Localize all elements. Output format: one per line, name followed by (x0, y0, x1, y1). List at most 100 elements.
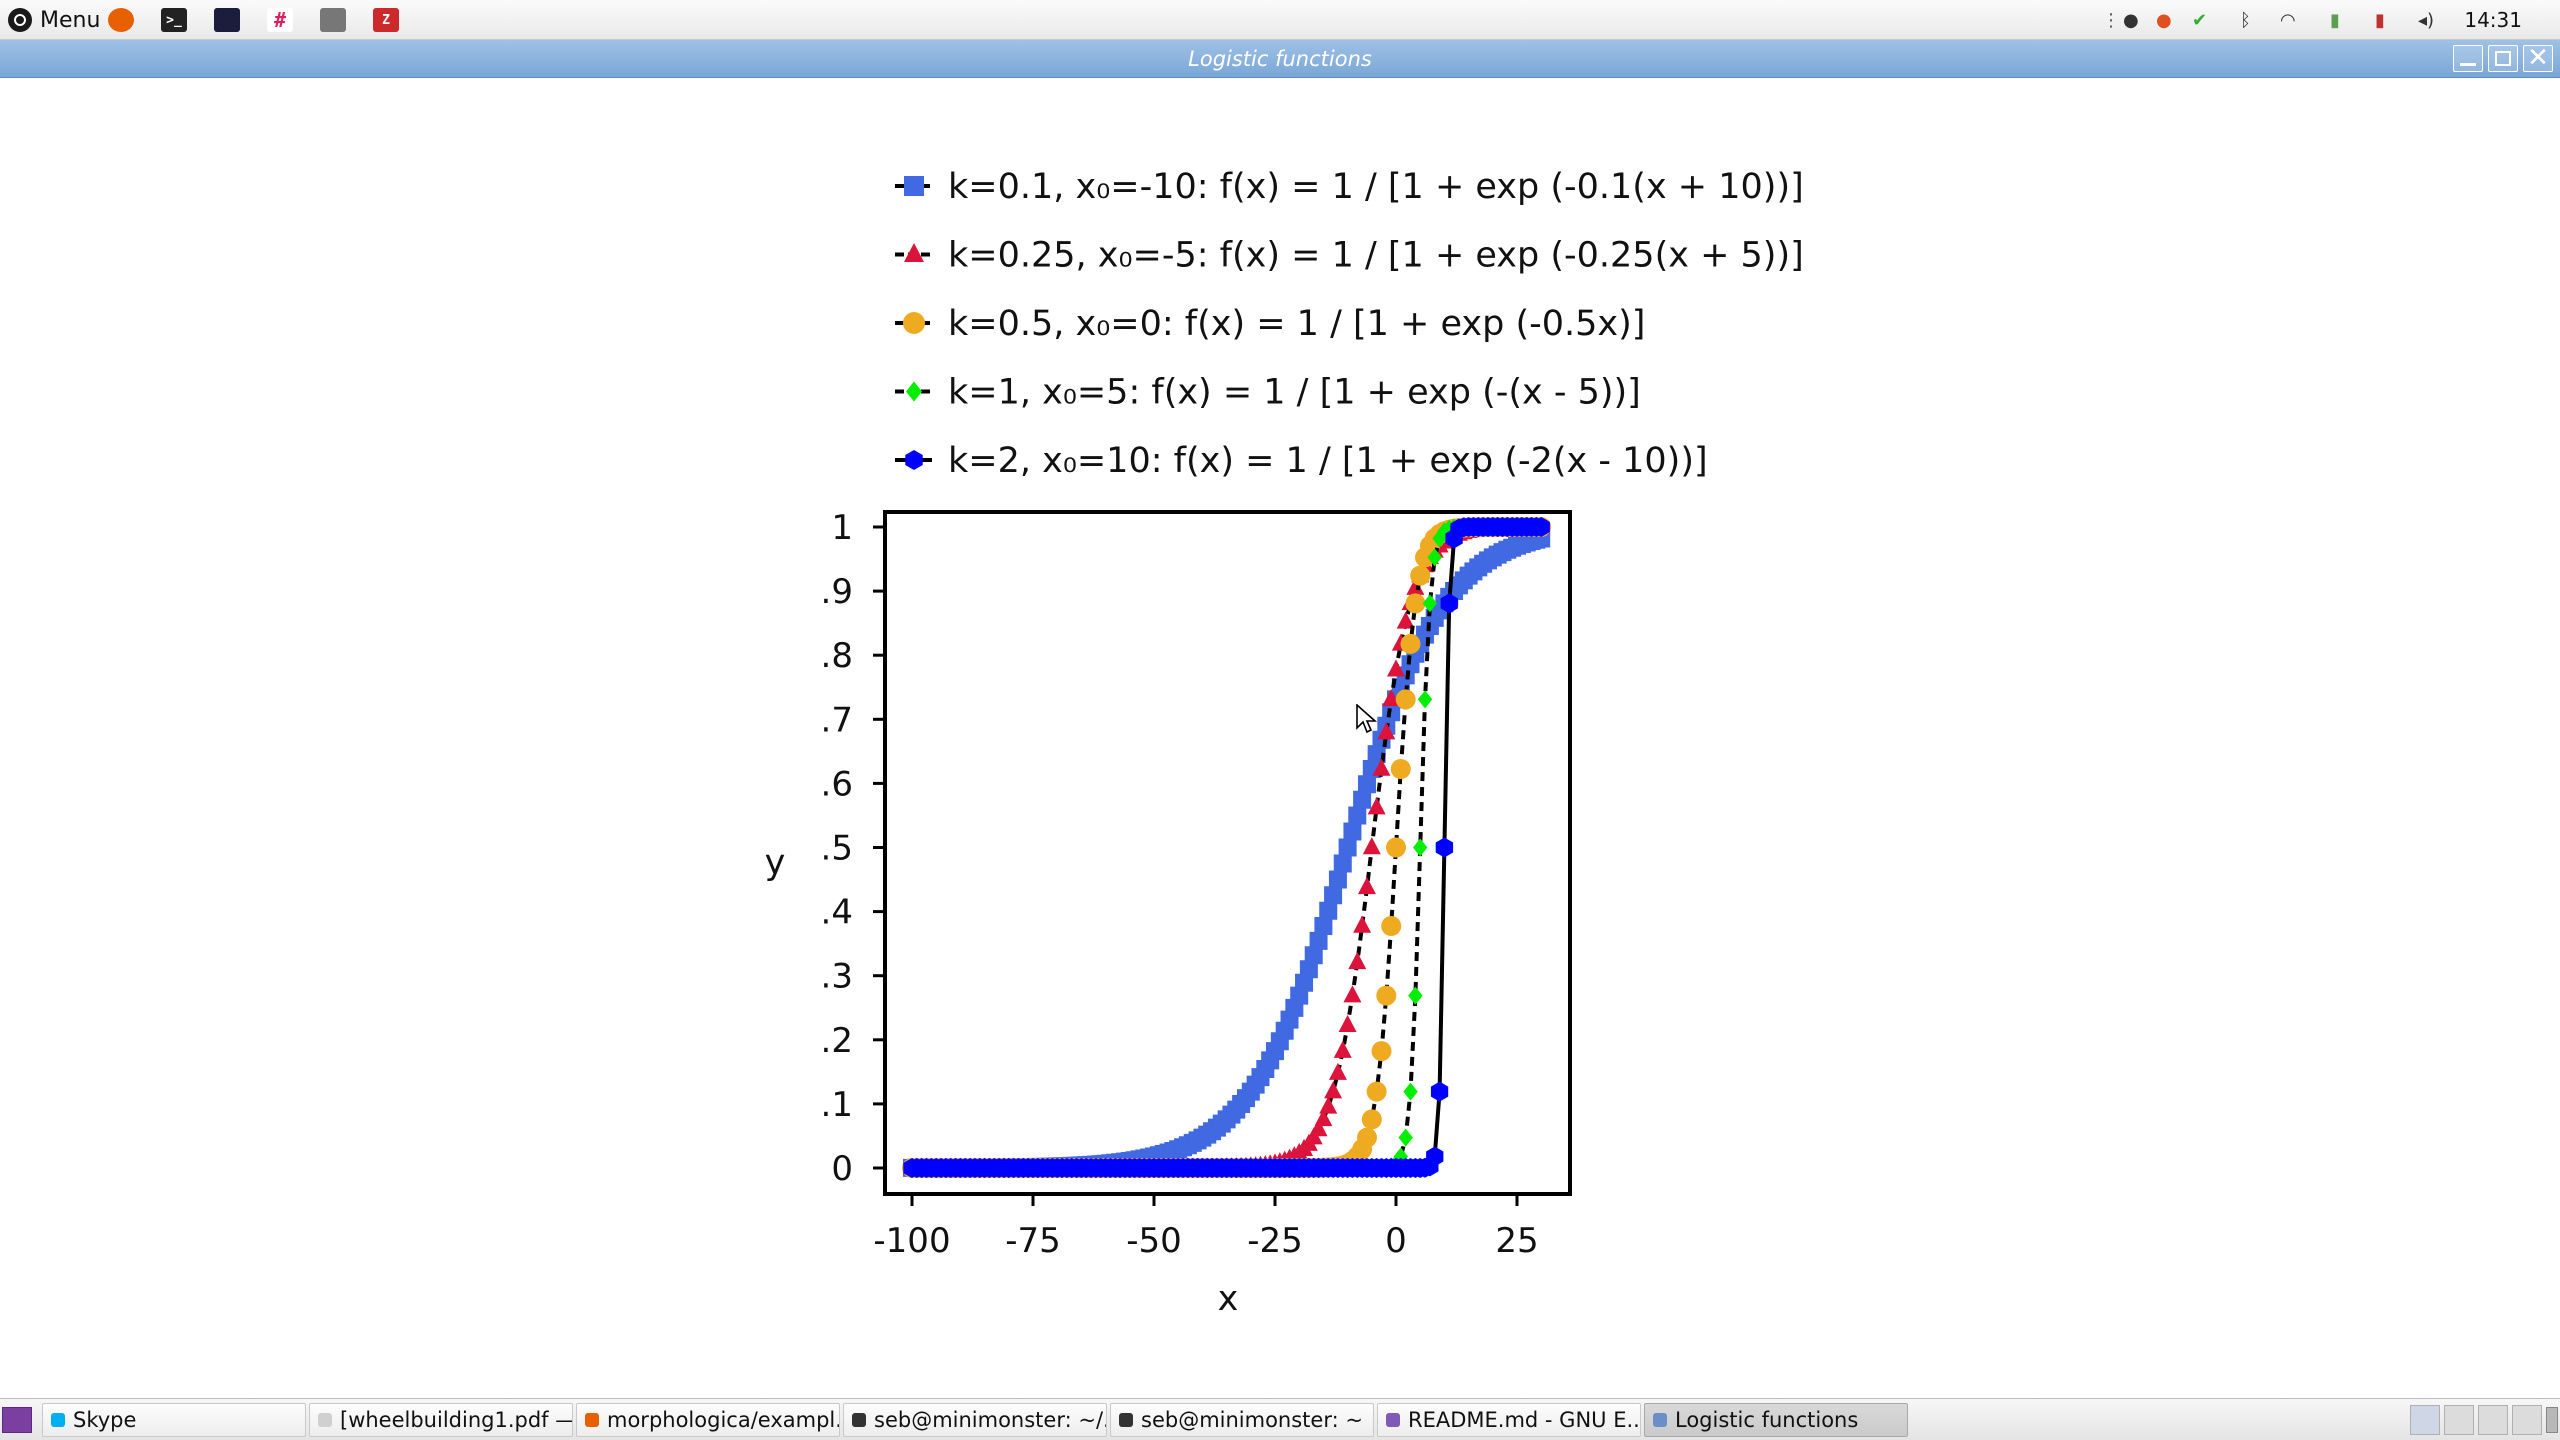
legend-label: k=2, x₀=10: f(x) = 1 / [1 + exp (-2(x - … (948, 441, 1708, 481)
x-tick-label: -50 (1126, 1221, 1182, 1261)
y-tick-label: 0 (831, 1149, 853, 1189)
data-point (1382, 689, 1401, 707)
window-titlebar[interactable]: Logistic functions ✕ (0, 40, 2560, 78)
workspace-1[interactable] (2410, 1405, 2440, 1435)
data-point (1338, 838, 1357, 857)
trash-icon[interactable] (2546, 1407, 2558, 1433)
legend-entry: k=0.1, x₀=-10: f(x) = 1 / [1 + exp (-0.1… (895, 167, 1804, 207)
workspace-3[interactable] (2478, 1405, 2508, 1435)
y-tick-label: .6 (821, 764, 853, 804)
data-point (1400, 633, 1421, 654)
app-icon (1119, 1413, 1133, 1427)
legend-label: k=0.25, x₀=-5: f(x) = 1 / [1 + exp (-0.2… (948, 236, 1804, 276)
y-tick-label: .4 (821, 893, 853, 933)
taskbar-item[interactable]: [wheelbuilding1.pdf —... (309, 1403, 573, 1437)
taskbar-item[interactable]: seb@minimonster: ~ (1110, 1403, 1374, 1437)
window-title: Logistic functions (1188, 47, 1372, 71)
y-tick-label: .1 (821, 1085, 853, 1125)
data-point (1371, 1041, 1392, 1062)
data-point (1338, 1014, 1357, 1032)
workspace-2[interactable] (2444, 1405, 2474, 1435)
data-point (1396, 611, 1415, 629)
data-point (1357, 1127, 1377, 1148)
data-point (1405, 593, 1426, 614)
firefox-icon[interactable] (106, 6, 136, 34)
data-point (1413, 838, 1428, 857)
close-button[interactable]: ✕ (2523, 45, 2553, 72)
taskbar-item-label: seb@minimonster: ~ (1141, 1408, 1363, 1432)
taskbar-item-label: README.md - GNU E... (1408, 1408, 1641, 1432)
data-point (1362, 837, 1381, 855)
data-point (1353, 790, 1372, 809)
mouse-cursor-icon (1356, 704, 1378, 734)
data-point (1408, 986, 1423, 1005)
data-point (1440, 593, 1458, 614)
data-point (1386, 837, 1406, 858)
series-5 (903, 517, 1550, 1178)
maximize-icon (2495, 51, 2511, 66)
taskbar-item-label: Logistic functions (1675, 1408, 1859, 1432)
status-orange-icon[interactable]: ● (2156, 9, 2172, 31)
app-icon (1653, 1413, 1667, 1427)
workspace-4[interactable] (2512, 1405, 2542, 1435)
data-point (1304, 946, 1323, 965)
taskbar-item[interactable]: README.md - GNU E... (1377, 1403, 1641, 1437)
minimize-button[interactable] (2453, 45, 2483, 72)
y-tick-label: .7 (821, 700, 853, 740)
maximize-button[interactable] (2488, 45, 2518, 72)
bluetooth-icon[interactable]: ᛒ (2240, 9, 2251, 31)
taskbar-item-label: [wheelbuilding1.pdf —... (340, 1408, 573, 1432)
legend-marker (904, 243, 924, 262)
wifi-icon[interactable]: ◠ (2280, 9, 2296, 31)
zotero-icon[interactable]: Z (371, 6, 401, 34)
terminal-icon[interactable]: >_ (159, 6, 189, 34)
data-point (1314, 916, 1333, 935)
mouse-icon[interactable]: ● (2123, 9, 2139, 31)
update-check-icon[interactable]: ✔ (2192, 9, 2208, 31)
clock[interactable]: 14:31 (2464, 8, 2522, 32)
app-icon (585, 1413, 599, 1427)
data-point (1390, 759, 1411, 779)
system-monitor-icon[interactable] (212, 6, 242, 34)
y-tick-label: .5 (821, 829, 853, 869)
battery-red-icon[interactable]: ▮ (2375, 9, 2385, 31)
dots-icon[interactable]: ⋮ (2102, 9, 2120, 31)
legend-entry: k=0.25, x₀=-5: f(x) = 1 / [1 + exp (-0.2… (895, 236, 1804, 276)
data-point (1532, 517, 1550, 537)
data-point (1403, 1082, 1418, 1101)
volume-icon[interactable]: ◂) (2418, 9, 2435, 31)
data-point (1348, 952, 1367, 970)
x-axis-label: x (1218, 1279, 1239, 1319)
data-point (1314, 1109, 1333, 1127)
series-2 (903, 516, 1551, 1175)
x-tick-label: -100 (873, 1221, 950, 1261)
y-tick-label: .9 (821, 572, 853, 612)
show-desktop-button[interactable] (2, 1407, 32, 1433)
taskbar-item[interactable]: Skype (42, 1403, 306, 1437)
data-point (1417, 690, 1433, 709)
legend-marker (905, 450, 923, 470)
x-tick-label: -75 (1005, 1221, 1061, 1261)
data-point (1367, 797, 1386, 815)
taskbar-item[interactable]: morphologica/exampl... (576, 1403, 840, 1437)
data-point (1333, 854, 1352, 873)
app-icon (852, 1413, 866, 1427)
data-point (1309, 1119, 1328, 1137)
file-manager-icon[interactable] (318, 6, 348, 34)
legend-label: k=0.5, x₀=0: f(x) = 1 / [1 + exp (-0.5x)… (948, 304, 1645, 344)
menu-button[interactable]: Menu (4, 3, 106, 37)
data-point (1435, 837, 1454, 858)
y-tick-label: .2 (821, 1021, 853, 1061)
taskbar-item-label: morphologica/exampl... (607, 1408, 840, 1432)
slack-icon[interactable]: # (265, 6, 295, 34)
data-point (1361, 1109, 1382, 1130)
data-point (1328, 870, 1347, 889)
battery-green-icon[interactable]: ▮ (2330, 9, 2340, 31)
minimize-icon (2460, 63, 2476, 66)
data-point (1309, 931, 1328, 950)
y-axis-label: y (765, 843, 786, 883)
taskbar-item[interactable]: Logistic functions (1644, 1403, 1908, 1437)
x-tick-label: -25 (1247, 1221, 1303, 1261)
taskbar-item[interactable]: seb@minimonster: ~/... (843, 1403, 1107, 1437)
legend-label: k=1, x₀=5: f(x) = 1 / [1 + exp (-(x - 5)… (948, 373, 1641, 413)
